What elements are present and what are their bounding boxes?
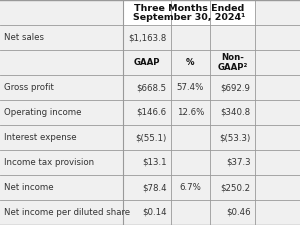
Text: September 30, 2024¹: September 30, 2024¹ [133, 13, 245, 22]
Text: 57.4%: 57.4% [177, 83, 204, 92]
Text: Interest expense: Interest expense [4, 133, 76, 142]
Text: $692.9: $692.9 [220, 83, 250, 92]
Text: $(55.1): $(55.1) [135, 133, 167, 142]
Text: Net income per diluted share: Net income per diluted share [4, 208, 130, 217]
Text: $668.5: $668.5 [136, 83, 166, 92]
Text: $(53.3): $(53.3) [219, 133, 250, 142]
Text: %: % [186, 58, 195, 67]
Text: Operating income: Operating income [4, 108, 81, 117]
Text: Net income: Net income [4, 183, 53, 192]
Text: Three Months Ended: Three Months Ended [134, 4, 244, 13]
Text: $78.4: $78.4 [142, 183, 167, 192]
Text: Income tax provision: Income tax provision [4, 158, 94, 167]
Text: $13.1: $13.1 [142, 158, 167, 167]
Text: Net sales: Net sales [4, 33, 43, 42]
Text: $0.46: $0.46 [226, 208, 250, 217]
Text: $0.14: $0.14 [142, 208, 167, 217]
Bar [123, 0, 255, 25]
Text: Gross profit: Gross profit [4, 83, 53, 92]
Text: $146.6: $146.6 [136, 108, 166, 117]
Text: $250.2: $250.2 [220, 183, 250, 192]
Text: $37.3: $37.3 [226, 158, 250, 167]
Text: 12.6%: 12.6% [177, 108, 204, 117]
Text: GAAP: GAAP [134, 58, 160, 67]
Text: $1,163.8: $1,163.8 [128, 33, 166, 42]
Text: $340.8: $340.8 [220, 108, 250, 117]
Text: Non-
GAAP²: Non- GAAP² [217, 53, 248, 72]
Text: 6.7%: 6.7% [180, 183, 201, 192]
